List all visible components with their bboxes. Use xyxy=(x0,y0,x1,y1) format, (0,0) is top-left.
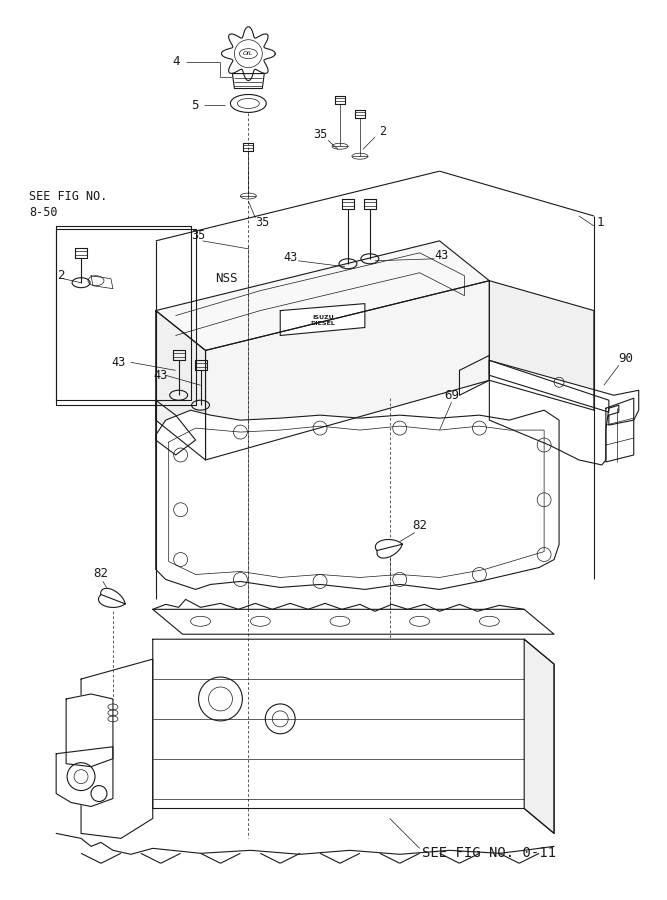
Text: 4: 4 xyxy=(172,55,179,68)
Polygon shape xyxy=(155,241,490,350)
Polygon shape xyxy=(606,398,634,462)
Polygon shape xyxy=(66,694,113,767)
Polygon shape xyxy=(376,539,402,558)
Text: 43: 43 xyxy=(434,249,449,262)
Ellipse shape xyxy=(230,94,266,112)
Polygon shape xyxy=(81,659,153,839)
Text: 1: 1 xyxy=(597,216,604,230)
Polygon shape xyxy=(524,639,554,833)
Text: 43: 43 xyxy=(153,369,168,382)
Text: 82: 82 xyxy=(93,567,109,580)
Text: 35: 35 xyxy=(191,230,205,242)
Polygon shape xyxy=(153,609,554,634)
Polygon shape xyxy=(205,281,490,460)
Text: 5: 5 xyxy=(191,99,198,112)
Polygon shape xyxy=(490,281,594,410)
Text: 8-50: 8-50 xyxy=(29,206,58,220)
Polygon shape xyxy=(56,747,113,806)
Text: 2: 2 xyxy=(380,125,386,138)
Polygon shape xyxy=(232,74,264,88)
Polygon shape xyxy=(153,639,554,833)
Polygon shape xyxy=(155,310,205,460)
Text: SEE FIG NO.: SEE FIG NO. xyxy=(29,190,107,203)
Polygon shape xyxy=(280,303,365,336)
Text: 35: 35 xyxy=(255,216,269,230)
Text: NSS: NSS xyxy=(215,272,238,285)
Text: 35: 35 xyxy=(313,128,327,140)
Polygon shape xyxy=(490,360,609,412)
Text: OIL: OIL xyxy=(243,51,253,56)
Text: 82: 82 xyxy=(412,519,427,532)
Text: 43: 43 xyxy=(283,251,297,265)
Polygon shape xyxy=(155,410,559,590)
Text: 43: 43 xyxy=(112,356,126,369)
Text: 69: 69 xyxy=(444,389,459,401)
Polygon shape xyxy=(490,360,639,465)
Text: 90: 90 xyxy=(618,352,633,365)
Text: SEE FIG NO. 0-11: SEE FIG NO. 0-11 xyxy=(422,846,556,860)
Text: ISUZU
DIESEL: ISUZU DIESEL xyxy=(311,315,336,326)
Text: 2: 2 xyxy=(57,269,65,283)
Polygon shape xyxy=(99,589,125,608)
